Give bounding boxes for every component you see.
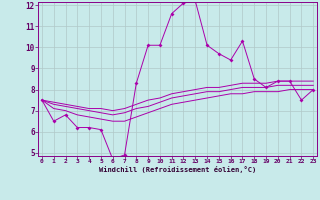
- X-axis label: Windchill (Refroidissement éolien,°C): Windchill (Refroidissement éolien,°C): [99, 166, 256, 173]
